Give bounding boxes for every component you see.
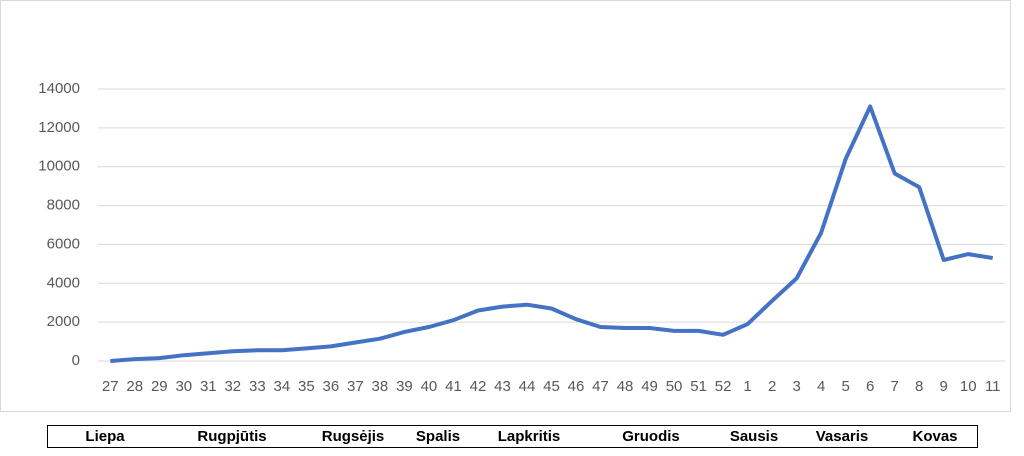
y-tick-label: 10000 — [38, 158, 80, 175]
y-tick-label: 12000 — [38, 119, 80, 136]
month-box — [47, 425, 978, 448]
month-label: Rugpjūtis — [197, 428, 266, 445]
y-tick-label: 14000 — [38, 80, 80, 97]
x-tick-label: 7 — [891, 378, 899, 395]
x-tick-label: 30 — [175, 378, 192, 395]
x-tick-label: 40 — [421, 378, 438, 395]
x-tick-label: 4 — [817, 378, 825, 395]
month-label: Liepa — [85, 428, 125, 445]
month-label: Kovas — [912, 428, 957, 445]
x-tick-label: 36 — [323, 378, 340, 395]
month-label: Sausis — [730, 428, 778, 445]
x-tick-label: 28 — [126, 378, 143, 395]
x-tick-label: 43 — [494, 378, 511, 395]
x-tick-label: 51 — [690, 378, 707, 395]
x-tick-label: 33 — [249, 378, 266, 395]
data-line — [110, 104, 994, 363]
x-tick-label: 27 — [102, 378, 119, 395]
month-label: Spalis — [416, 428, 460, 445]
x-tick-label: 46 — [568, 378, 585, 395]
x-tick-label: 6 — [866, 378, 874, 395]
x-tick-label: 34 — [274, 378, 291, 395]
x-tick-label: 39 — [396, 378, 413, 395]
x-tick-label: 48 — [617, 378, 634, 395]
x-tick-label: 8 — [915, 378, 923, 395]
x-tick-label: 37 — [347, 378, 364, 395]
x-tick-label: 32 — [224, 378, 241, 395]
x-tick-label: 29 — [151, 378, 168, 395]
x-tick-label: 49 — [641, 378, 658, 395]
month-label: Rugsėjis — [322, 428, 385, 445]
x-tick-label: 5 — [841, 378, 849, 395]
month-label: Lapkritis — [498, 428, 561, 445]
x-tick-label: 31 — [200, 378, 217, 395]
y-tick-label: 4000 — [47, 274, 80, 291]
y-tick-label: 8000 — [47, 197, 80, 214]
x-tick-label: 41 — [445, 378, 462, 395]
y-tick-label: 0 — [72, 352, 80, 369]
month-label: Vasaris — [816, 428, 869, 445]
x-tick-label: 38 — [372, 378, 389, 395]
x-tick-label: 10 — [960, 378, 977, 395]
x-tick-label: 45 — [543, 378, 560, 395]
x-tick-label: 50 — [666, 378, 683, 395]
month-label: Gruodis — [622, 428, 680, 445]
x-tick-label: 3 — [792, 378, 800, 395]
x-tick-label: 42 — [470, 378, 487, 395]
x-tick-label: 1 — [743, 378, 751, 395]
y-tick-label: 6000 — [47, 235, 80, 252]
y-tick-label: 2000 — [47, 313, 80, 330]
x-tick-label: 9 — [940, 378, 948, 395]
x-tick-label: 47 — [592, 378, 609, 395]
x-tick-label: 35 — [298, 378, 315, 395]
x-tick-label: 52 — [715, 378, 732, 395]
x-tick-label: 2 — [768, 378, 776, 395]
x-tick-label: 11 — [985, 378, 1001, 395]
x-tick-label: 44 — [519, 378, 536, 395]
